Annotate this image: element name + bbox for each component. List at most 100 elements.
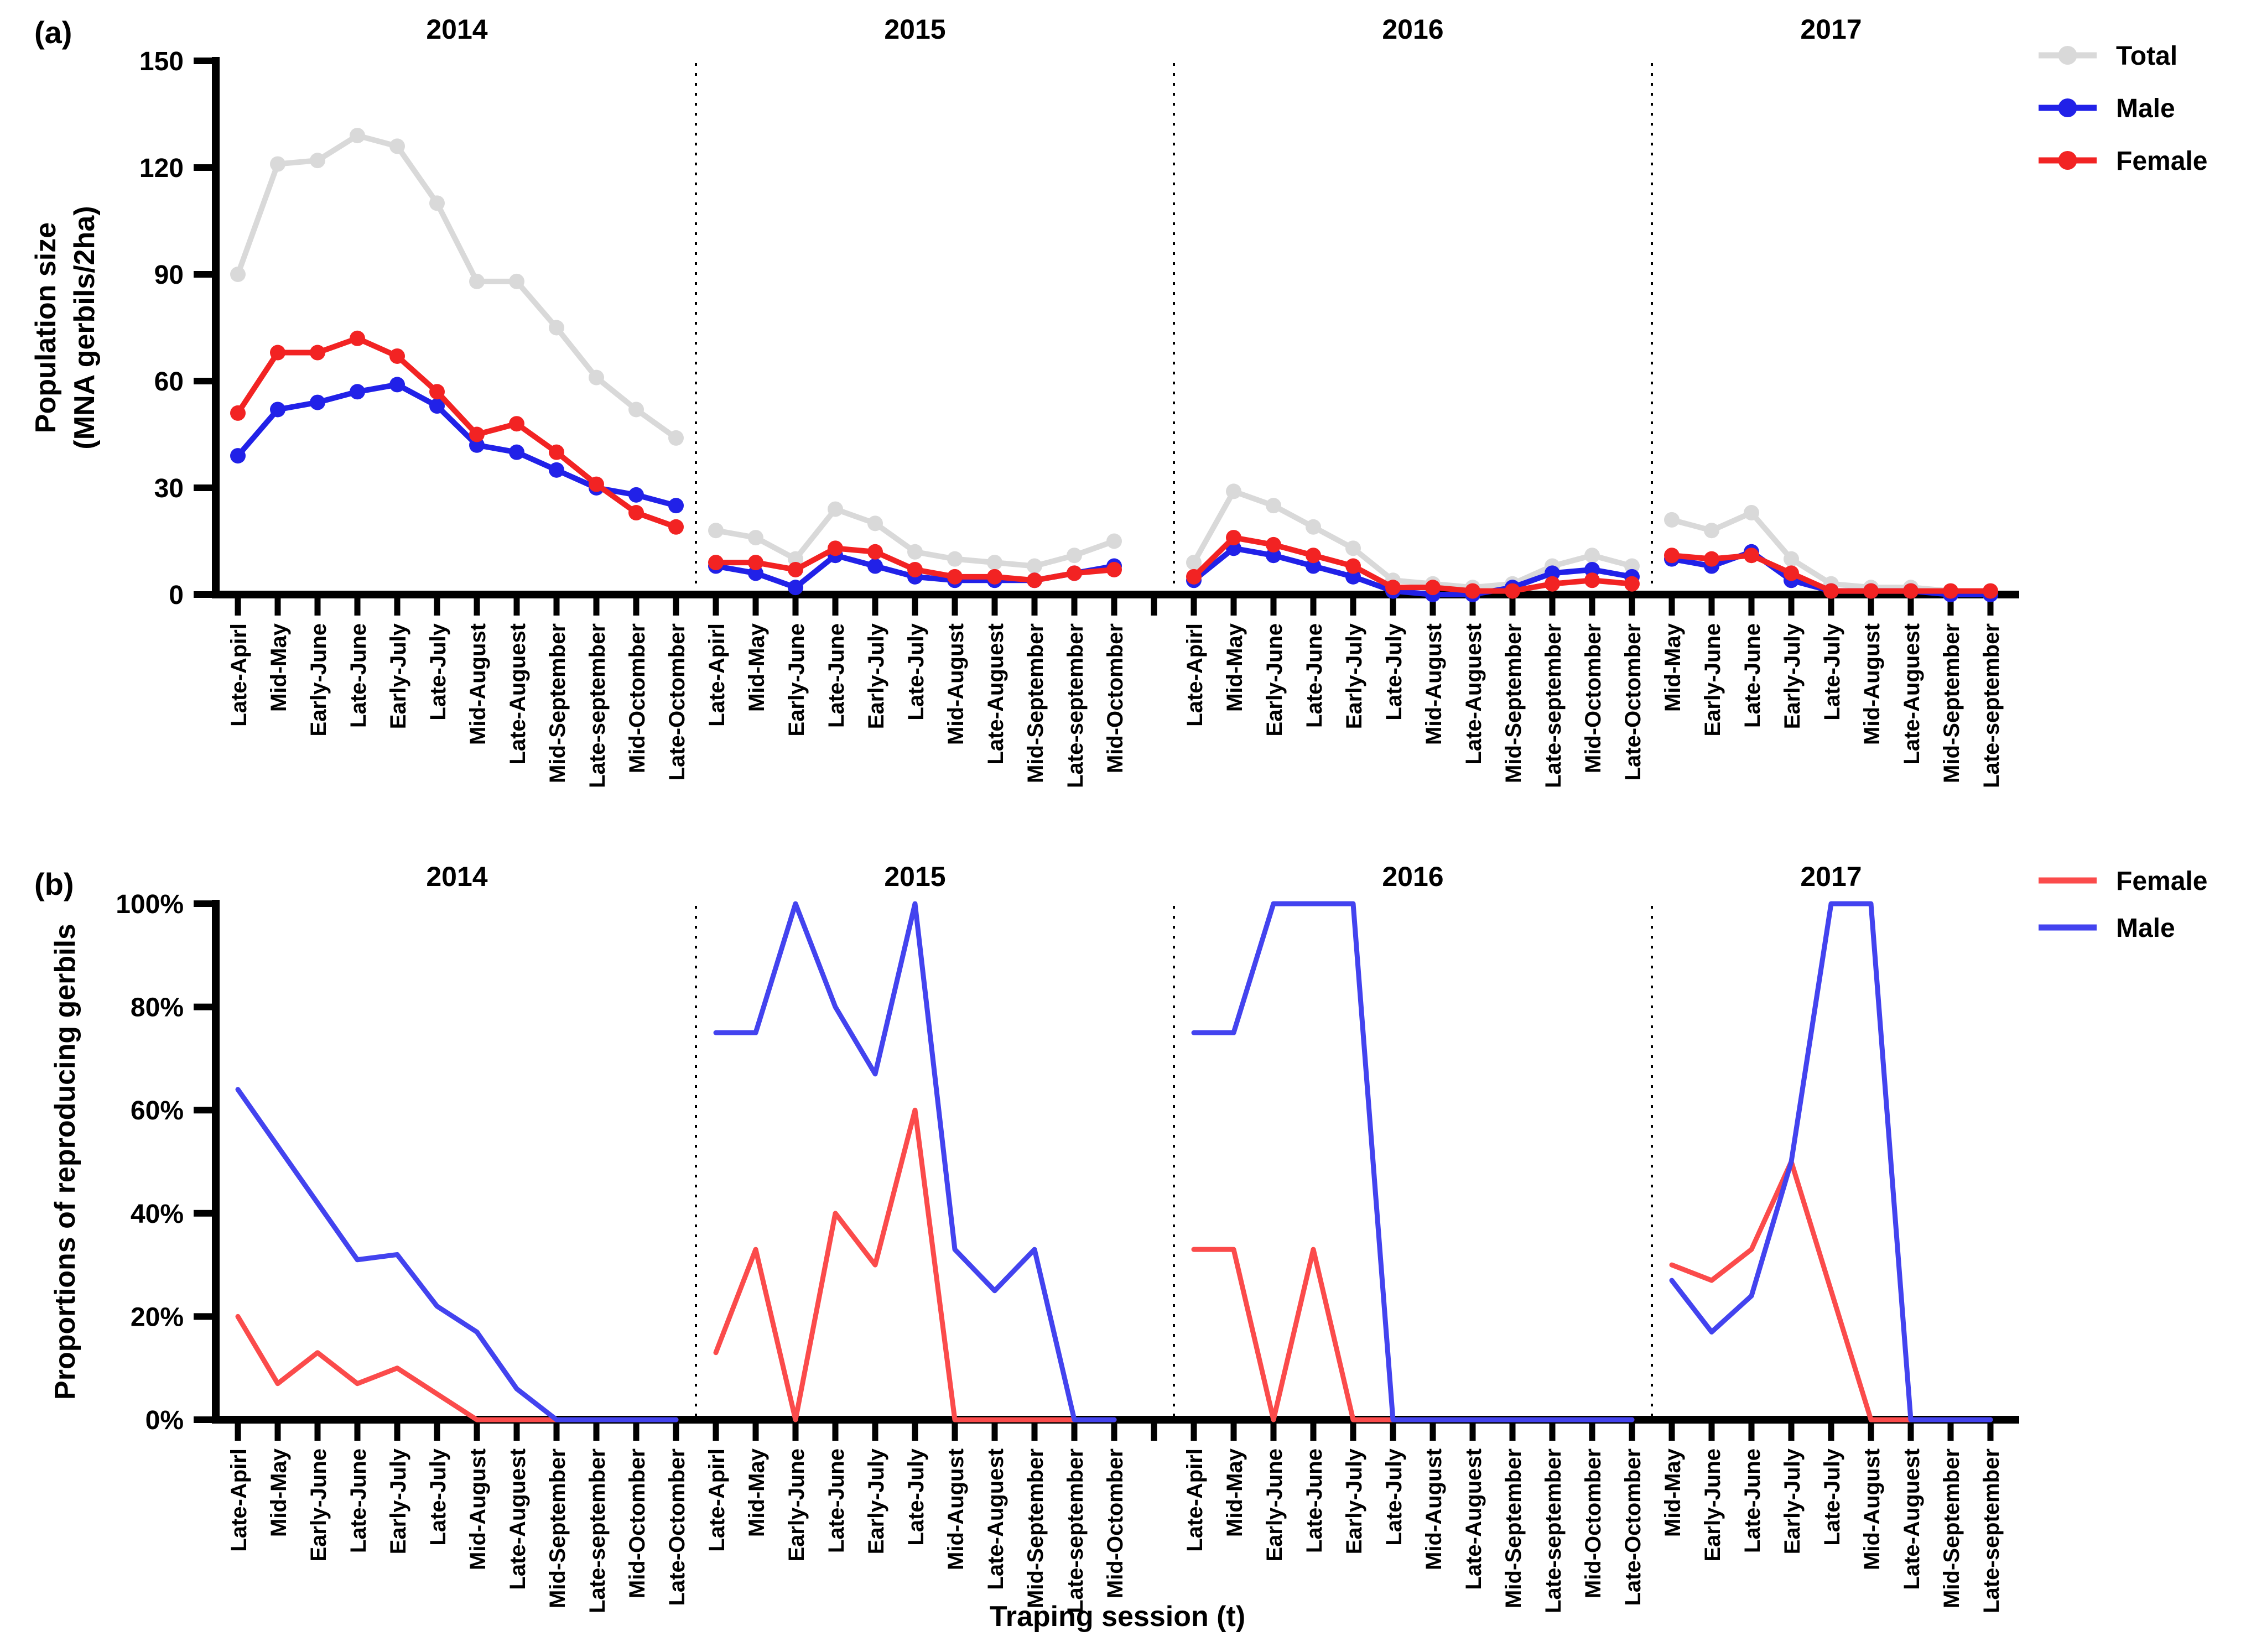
x-tick-label: Late-July (1382, 1448, 1406, 1545)
data-point-total (947, 551, 963, 567)
legend-swatch-dot (2058, 151, 2077, 170)
line-female-2016 (1191, 1247, 1635, 1422)
y-tick-label: 40% (131, 1200, 184, 1229)
x-tick-label: Late-June (1302, 623, 1327, 728)
x-tick-label: Late-June (824, 623, 849, 728)
data-point-female (1863, 583, 1879, 599)
x-tick-label: Late-Apirl (705, 623, 729, 727)
x-tick-label: Late-June (346, 1448, 371, 1553)
x-tick-label: Late-Auguest (506, 623, 530, 765)
x-tick-label: Mid-Octomber (625, 623, 649, 773)
data-point-total (1744, 505, 1759, 521)
line-male-2014 (235, 1087, 679, 1422)
y-tick-label: 0 (169, 581, 184, 610)
panel-b: (b) 0% 20% 40% 60% 80% 100% Proportions of repr… (34, 861, 2207, 1633)
x-tick-label: Late-July (904, 1448, 928, 1545)
line-female-2017 (1669, 1159, 1993, 1422)
data-point-total (1106, 533, 1122, 549)
data-point-female (310, 345, 325, 361)
data-point-male (1345, 569, 1361, 585)
x-tick-label: Late-Auguest (984, 1448, 1008, 1590)
y-tick-label: 80% (131, 993, 184, 1023)
data-point-female (1186, 569, 1202, 585)
data-point-male (668, 498, 684, 514)
data-point-female (628, 505, 644, 521)
data-point-total (589, 369, 604, 385)
x-tick-label: Early-June (784, 1448, 809, 1562)
data-point-male (270, 402, 285, 418)
x-tick-label: Late-June (1302, 1448, 1327, 1553)
x-tick-label: Mid-May (1661, 623, 1685, 712)
data-point-total (1226, 483, 1241, 499)
y-tick-label: 120 (139, 154, 184, 183)
data-point-female (708, 555, 724, 571)
data-point-female (469, 426, 485, 442)
data-point-female (1943, 583, 1958, 599)
data-point-female (1545, 576, 1560, 592)
data-point-male (509, 444, 524, 460)
x-tick-label: Mid-Octomber (1581, 623, 1605, 773)
y-tick-label: 90 (154, 260, 184, 290)
legend-label-female: Female (2116, 147, 2207, 176)
x-tick-label: Early-July (386, 1448, 410, 1554)
x-tick-label: Mid-September (1501, 623, 1526, 783)
legend-label-male: Male (2116, 914, 2175, 943)
x-tick-label: Late-June (346, 623, 371, 728)
data-point-male (628, 487, 644, 503)
data-point-female (1465, 583, 1480, 599)
data-point-female (389, 348, 405, 364)
data-point-male (469, 437, 485, 453)
data-point-male (748, 565, 763, 581)
x-tick-label: Early-June (1701, 1448, 1725, 1562)
legend-swatch-dot (2058, 98, 2077, 117)
data-point-total (788, 551, 803, 567)
x-tick-label: Mid-September (1501, 1448, 1526, 1608)
data-point-male (549, 462, 564, 478)
year-header: 2017 (1800, 14, 1862, 45)
x-tick-label: Mid-May (267, 1448, 291, 1537)
x-tick-label: Early-July (386, 623, 410, 729)
line-male-2017 (1669, 901, 1993, 1422)
x-tick-label: Late-Auguest (1462, 623, 1486, 765)
y-tick-label: 60% (131, 1096, 184, 1125)
x-tick-label: Mid-August (1860, 1448, 1884, 1570)
x-tick-label: Late-Octomber (665, 1448, 689, 1606)
year-header: 2015 (884, 861, 945, 892)
data-point-female (1823, 583, 1839, 599)
data-point-male (788, 580, 803, 596)
data-point-female (1584, 572, 1600, 588)
data-point-total (907, 544, 923, 560)
x-tick-label: Late-Octomber (665, 623, 689, 781)
x-tick-label: Mid-August (1422, 623, 1446, 745)
data-point-female (1624, 576, 1640, 592)
data-point-total (987, 555, 1002, 571)
data-point-male (230, 448, 246, 464)
x-tick-label: Mid-September (545, 1448, 570, 1608)
x-tick-label: Late-september (1063, 1448, 1088, 1613)
data-point-total (1345, 540, 1361, 556)
data-point-total (1624, 558, 1640, 574)
y-tick-label: 60 (154, 367, 184, 397)
y-tick-label: 20% (131, 1302, 184, 1332)
y-tick-label: 100% (116, 890, 184, 919)
data-point-male (1545, 565, 1560, 581)
data-point-total (1266, 498, 1281, 514)
x-tick-label: Late-Auguest (1900, 623, 1924, 765)
data-point-female (788, 561, 803, 577)
data-point-total (270, 156, 285, 172)
legend-label-male: Male (2116, 94, 2175, 123)
x-tick-label: Late-July (1382, 623, 1406, 720)
x-tick-label: Late-Auguest (1900, 1448, 1924, 1590)
x-tick-label: Early-July (864, 623, 888, 729)
x-tick-label: Early-June (306, 1448, 331, 1562)
x-tick-label: Early-June (1262, 1448, 1287, 1562)
data-point-male (429, 398, 445, 414)
x-tick-label: Mid-September (1940, 623, 1964, 783)
data-point-female (867, 544, 883, 560)
year-header: 2017 (1800, 861, 1862, 892)
x-tick-label: Late-Auguest (506, 1448, 530, 1590)
data-point-total (509, 273, 524, 289)
data-point-female (828, 540, 843, 556)
